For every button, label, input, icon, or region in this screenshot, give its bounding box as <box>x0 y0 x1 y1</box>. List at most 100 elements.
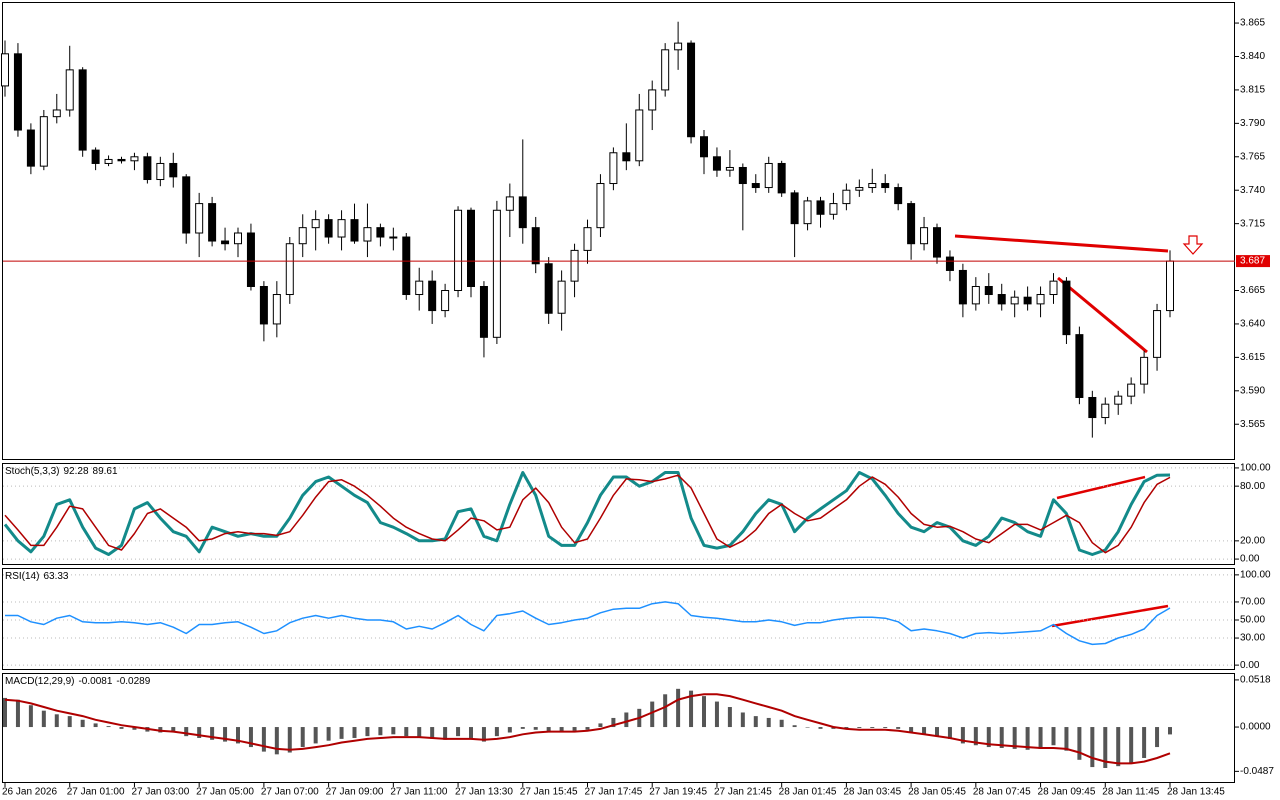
candle-body <box>246 232 255 287</box>
candle-body <box>143 156 152 181</box>
candle-body <box>479 285 488 338</box>
candle-body <box>195 203 204 234</box>
candle-body <box>635 109 644 162</box>
macd-bar <box>1142 727 1147 758</box>
macd-bar <box>93 723 98 728</box>
candle-body <box>842 189 851 205</box>
candle-body <box>91 149 100 164</box>
candle-body <box>829 203 838 215</box>
trendline <box>1051 604 1169 628</box>
candle-body <box>259 285 268 325</box>
macd-bar <box>857 727 862 728</box>
macd-bar <box>339 727 344 739</box>
macd-bar <box>1103 727 1108 768</box>
y-tick-label: 3.765 <box>1240 151 1265 162</box>
macd-bar <box>533 727 538 730</box>
macd-bar <box>1168 727 1172 735</box>
trendline <box>1056 475 1146 500</box>
x-tick-label: 27 Jan 03:00 <box>131 787 189 798</box>
macd-bar <box>611 717 616 728</box>
y-tick-label: 3.790 <box>1240 118 1265 129</box>
candle-body <box>337 219 346 238</box>
macd-bar <box>1012 727 1017 749</box>
macd-bar <box>960 727 965 744</box>
candle-body <box>26 129 35 167</box>
candle-body <box>389 236 398 239</box>
macd-bar <box>779 719 784 728</box>
macd-bar <box>792 725 797 728</box>
y-tick-label: -0.0487 <box>1240 766 1274 777</box>
y-tick-label: 3.615 <box>1240 352 1265 363</box>
macd-bar <box>1129 727 1134 764</box>
candle-body <box>1114 395 1123 405</box>
candle-body <box>65 69 74 111</box>
candle-body <box>234 232 242 245</box>
macd-bar <box>197 727 202 738</box>
macd-bar <box>300 727 305 748</box>
macd-bar <box>676 688 681 728</box>
macd-bar <box>740 712 745 728</box>
y-tick-label: 100.00 <box>1240 463 1271 474</box>
indicator-line <box>5 601 1171 646</box>
candle-body <box>39 116 48 167</box>
macd-bar <box>766 717 771 728</box>
candle-body <box>1088 396 1097 419</box>
macd-bar <box>1090 727 1095 768</box>
candle-body <box>803 200 812 225</box>
x-tick-label: 28 Jan 09:45 <box>1038 787 1096 798</box>
signal-line <box>4 693 1171 765</box>
y-tick-label: 30.00 <box>1240 633 1265 644</box>
macd-bar <box>572 727 577 731</box>
candle-body <box>182 176 191 234</box>
x-tick-label: 27 Jan 05:00 <box>196 787 254 798</box>
macd-bar <box>469 727 473 738</box>
x-tick-label: 27 Jan 19:45 <box>649 787 707 798</box>
candle-body <box>402 236 411 296</box>
macd-bar <box>1155 727 1160 748</box>
indicator-header: RSI(14) 63.33 <box>5 571 69 582</box>
indicator-value: -0.0081 <box>78 676 112 687</box>
y-tick-label: 0.00 <box>1240 660 1260 671</box>
candle-body <box>894 187 903 205</box>
candle-body <box>907 203 916 245</box>
candle-body <box>518 196 527 229</box>
macd-bar <box>986 727 991 748</box>
indicator-value: 92.28 <box>63 466 88 477</box>
candle-body <box>117 158 126 162</box>
y-tick-label: 0.0518 <box>1240 675 1271 686</box>
candle-body <box>920 227 929 245</box>
candle-body <box>1101 403 1110 419</box>
macd-bar <box>663 694 668 728</box>
macd-bar <box>184 727 189 737</box>
candle-body <box>544 263 553 314</box>
macd-bar <box>443 727 448 740</box>
macd-bar <box>870 727 875 728</box>
candle-body <box>285 243 294 296</box>
macd-bar <box>54 714 59 728</box>
macd-bar <box>365 727 370 737</box>
candle-body <box>1153 310 1162 358</box>
x-tick-label: 27 Jan 11:00 <box>390 787 448 798</box>
macd-bar <box>650 701 655 728</box>
x-tick-label: 28 Jan 03:45 <box>843 787 901 798</box>
macd-bar <box>28 705 33 728</box>
candle-body <box>738 166 747 185</box>
candle-body <box>1075 334 1084 398</box>
macd-bar <box>15 699 20 728</box>
candle-body <box>933 227 941 258</box>
candle-body <box>363 227 372 242</box>
candle-body <box>376 227 385 238</box>
macd-bar <box>80 719 85 728</box>
macd-bar <box>714 701 719 728</box>
y-tick-label: 3.740 <box>1240 185 1265 196</box>
y-tick-label: 3.665 <box>1240 285 1265 296</box>
candle-body <box>945 256 954 271</box>
macd-bar <box>1064 727 1069 751</box>
x-tick-label: 27 Jan 09:00 <box>326 787 384 798</box>
y-tick-label: 20.00 <box>1240 535 1265 546</box>
y-tick-label: 3.815 <box>1240 85 1265 96</box>
indicator-value: -0.0289 <box>116 676 150 687</box>
candle-body <box>1127 383 1136 397</box>
candle-body <box>350 219 359 242</box>
